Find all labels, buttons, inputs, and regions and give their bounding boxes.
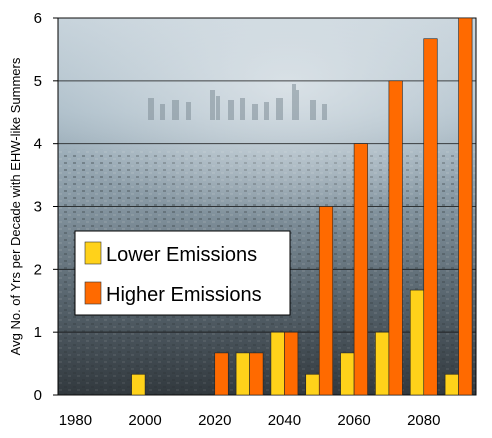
- legend-box: [74, 230, 291, 316]
- skyline-building: [310, 100, 316, 120]
- bar-higher-emissions: [214, 352, 229, 396]
- skyline-building: [148, 98, 154, 120]
- skyline-building: [240, 98, 245, 120]
- gridlines: [58, 17, 476, 396]
- y-tick-label: 2: [34, 261, 42, 278]
- y-tick-label: 0: [34, 387, 42, 404]
- bar-higher-emissions: [284, 331, 299, 396]
- x-tick-label: 2080: [407, 412, 440, 429]
- legend-swatch: [84, 241, 102, 265]
- x-tick-label: 2020: [198, 412, 231, 429]
- skyline-building: [186, 102, 191, 120]
- bar-lower-emissions: [409, 289, 425, 396]
- skyline-building: [216, 96, 220, 120]
- bar-higher-emissions: [249, 352, 264, 396]
- bars: [131, 17, 473, 396]
- legend-label: Lower Emissions: [106, 244, 257, 266]
- y-tick-label: 1: [34, 324, 42, 341]
- skyline-building: [160, 104, 165, 120]
- skyline-building: [292, 84, 296, 120]
- y-tick-label: 3: [34, 199, 42, 216]
- bar-higher-emissions: [458, 17, 473, 396]
- skyline-building: [276, 98, 283, 120]
- y-axis-title: Avg No. of Yrs per Decade with EHW-like …: [8, 57, 23, 355]
- skyline-building: [228, 100, 234, 120]
- y-tick-label: 4: [34, 136, 42, 153]
- y-tick-label: 6: [34, 10, 42, 27]
- x-tick-label: 2060: [337, 412, 370, 429]
- bar-higher-emissions: [388, 80, 403, 396]
- legend: Lower Emissions Higher Emissions: [74, 230, 291, 316]
- x-tick-label: 2000: [128, 412, 161, 429]
- skyline-building: [322, 104, 327, 120]
- bar-lower-emissions: [305, 373, 320, 396]
- axes: 0 1 2 3 4 5 6 1980 2000 2020 2040 2060 2080 Avg No. o…: [8, 10, 440, 429]
- legend-label: Higher Emissions: [106, 284, 262, 306]
- bar-higher-emissions: [353, 143, 368, 396]
- skyline-building: [296, 90, 299, 120]
- x-tick-label: 1980: [59, 412, 92, 429]
- skyline-building: [172, 100, 179, 120]
- bar-lower-emissions: [235, 352, 250, 396]
- bar-lower-emissions: [270, 331, 285, 396]
- skyline-building: [210, 90, 215, 120]
- bar-lower-emissions: [375, 331, 390, 396]
- skyline-building: [252, 104, 258, 120]
- bar-lower-emissions: [340, 352, 355, 396]
- skyline-building: [264, 102, 269, 120]
- y-tick-label: 5: [34, 73, 42, 90]
- bar-higher-emissions: [423, 38, 438, 396]
- bar-lower-emissions: [444, 373, 459, 396]
- bar-lower-emissions: [131, 373, 146, 396]
- bar-higher-emissions: [318, 206, 334, 396]
- photo-haze: [58, 18, 476, 245]
- x-tick-label: 2040: [268, 412, 301, 429]
- legend-swatch: [84, 281, 102, 305]
